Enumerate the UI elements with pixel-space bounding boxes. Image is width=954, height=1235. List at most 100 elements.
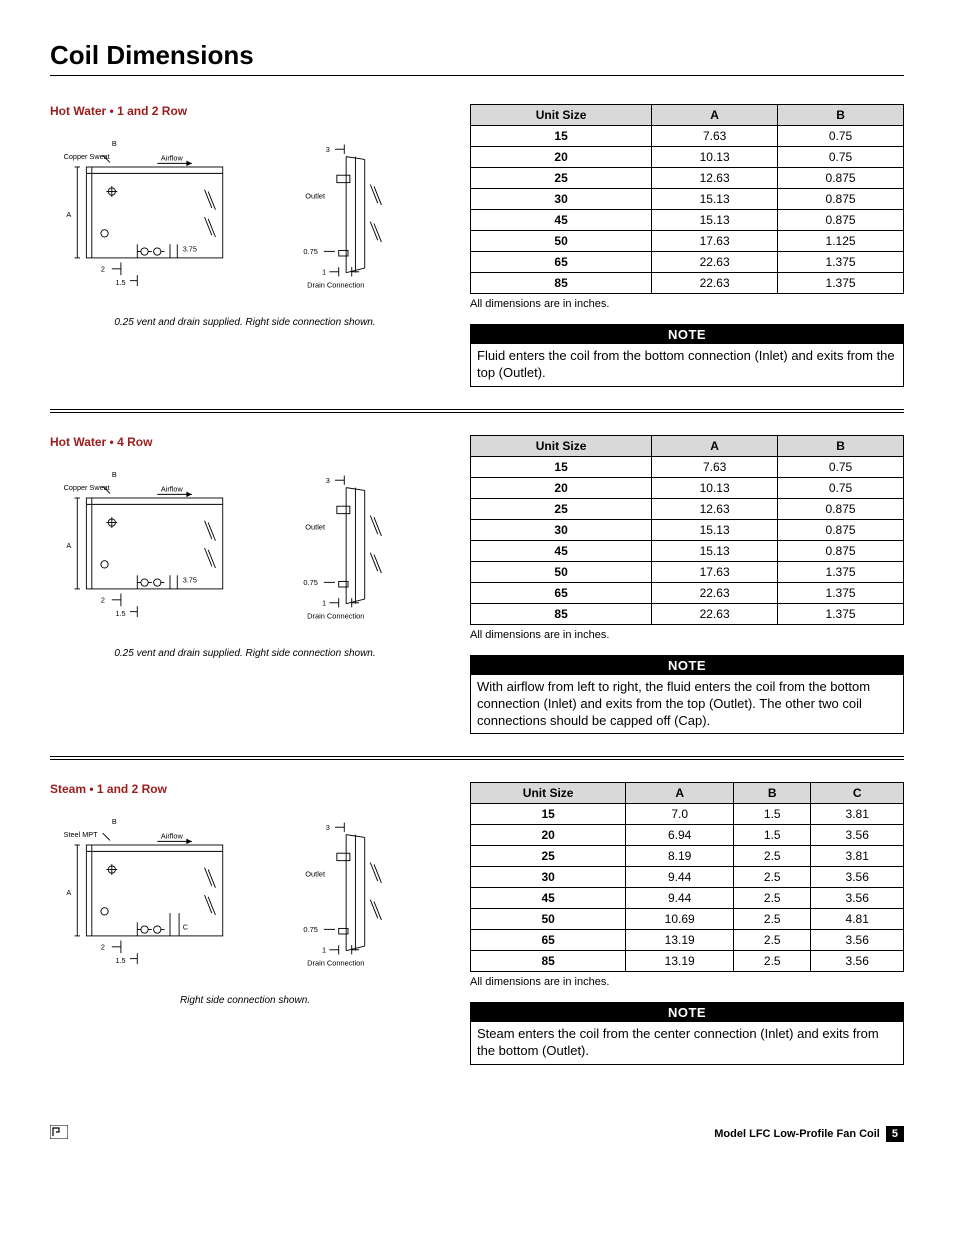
svg-text:3: 3 xyxy=(326,823,330,832)
svg-text:B: B xyxy=(112,139,117,148)
svg-text:3: 3 xyxy=(326,476,330,485)
svg-text:2: 2 xyxy=(101,943,105,952)
table-header: A xyxy=(652,105,778,126)
note-box: NOTE Steam enters the coil from the cent… xyxy=(470,1002,904,1065)
section-divider xyxy=(50,756,904,760)
table-row: 2010.130.75 xyxy=(471,147,904,168)
note-box: NOTE Fluid enters the coil from the bott… xyxy=(470,324,904,387)
table-row: 5017.631.375 xyxy=(471,561,904,582)
section-divider xyxy=(50,409,904,413)
table-row: 5010.692.54.81 xyxy=(471,909,904,930)
table-row: 157.630.75 xyxy=(471,126,904,147)
svg-text:3: 3 xyxy=(326,145,330,154)
table-row: 4515.130.875 xyxy=(471,210,904,231)
table-row: 2512.630.875 xyxy=(471,498,904,519)
coil-section: Hot Water • 4 Row B Copper Sweat Airflow… xyxy=(50,435,904,735)
note-box: NOTE With airflow from left to right, th… xyxy=(470,655,904,735)
left-diagram-svg: B Copper Sweat Airflow A 3.75 2 xyxy=(50,463,250,633)
table-row: 258.192.53.81 xyxy=(471,846,904,867)
table-row: 157.630.75 xyxy=(471,456,904,477)
table-row: 5017.631.125 xyxy=(471,231,904,252)
dimension-table: Unit SizeABC157.01.53.81206.941.53.56258… xyxy=(470,782,904,972)
table-header: B xyxy=(778,435,904,456)
table-header: C xyxy=(811,783,904,804)
table-header: B xyxy=(778,105,904,126)
table-row: 2010.130.75 xyxy=(471,477,904,498)
table-row: 3015.130.875 xyxy=(471,519,904,540)
svg-text:Airflow: Airflow xyxy=(161,832,184,841)
svg-text:A: A xyxy=(66,541,71,550)
svg-text:Steel MPT: Steel MPT xyxy=(64,830,98,839)
svg-text:B: B xyxy=(112,470,117,479)
diagram-row: B Steel MPT Airflow A C 2 xyxy=(50,810,440,985)
table-footnote: All dimensions are in inches. xyxy=(470,298,904,310)
dimension-table: Unit SizeAB157.630.752010.130.752512.630… xyxy=(470,104,904,294)
table-footnote: All dimensions are in inches. xyxy=(470,629,904,641)
right-diagram-svg: 3 Outlet 0.75 1 Drain Connection xyxy=(270,810,400,980)
svg-text:3.75: 3.75 xyxy=(183,245,197,254)
svg-text:0.75: 0.75 xyxy=(303,926,317,935)
svg-text:Airflow: Airflow xyxy=(161,484,184,493)
section-subhead: Hot Water • 1 and 2 Row xyxy=(50,104,440,118)
table-row: 459.442.53.56 xyxy=(471,888,904,909)
svg-text:1.5: 1.5 xyxy=(115,609,125,618)
svg-text:Drain Connection: Drain Connection xyxy=(307,611,364,620)
svg-text:1.5: 1.5 xyxy=(115,957,125,966)
svg-text:1.5: 1.5 xyxy=(115,278,125,287)
dimension-table: Unit SizeAB157.630.752010.130.752512.630… xyxy=(470,435,904,625)
section-subhead: Steam • 1 and 2 Row xyxy=(50,782,440,796)
footer-model: Model LFC Low-Profile Fan Coil5 xyxy=(714,1126,904,1142)
table-header: B xyxy=(734,783,811,804)
page-number: 5 xyxy=(886,1126,904,1142)
note-header: NOTE xyxy=(471,656,903,675)
left-diagram-svg: B Steel MPT Airflow A C 2 xyxy=(50,810,250,980)
table-row: 157.01.53.81 xyxy=(471,804,904,825)
svg-text:Drain Connection: Drain Connection xyxy=(307,959,364,968)
note-header: NOTE xyxy=(471,1003,903,1022)
table-row: 206.941.53.56 xyxy=(471,825,904,846)
diagram-caption: Right side connection shown. xyxy=(50,995,440,1006)
left-diagram-svg: B Copper Sweat Airflow A 3.75 2 xyxy=(50,132,250,302)
svg-text:Outlet: Outlet xyxy=(305,522,325,531)
table-row: 2512.630.875 xyxy=(471,168,904,189)
svg-text:C: C xyxy=(183,923,188,932)
table-row: 4515.130.875 xyxy=(471,540,904,561)
svg-text:0.75: 0.75 xyxy=(303,247,317,256)
table-row: 3015.130.875 xyxy=(471,189,904,210)
page-footer: Model LFC Low-Profile Fan Coil5 xyxy=(50,1125,904,1142)
diagram-caption: 0.25 vent and drain supplied. Right side… xyxy=(50,317,440,328)
diagram-row: B Copper Sweat Airflow A 3.75 2 xyxy=(50,132,440,307)
table-row: 6522.631.375 xyxy=(471,582,904,603)
table-header: A xyxy=(626,783,734,804)
coil-section: Steam • 1 and 2 Row B Steel MPT Airflow … xyxy=(50,782,904,1065)
page-title: Coil Dimensions xyxy=(50,40,904,76)
svg-text:B: B xyxy=(112,818,117,827)
table-row: 6522.631.375 xyxy=(471,252,904,273)
note-header: NOTE xyxy=(471,325,903,344)
svg-text:2: 2 xyxy=(101,595,105,604)
footer-logo xyxy=(50,1125,68,1142)
svg-text:1: 1 xyxy=(322,268,326,277)
svg-text:0.75: 0.75 xyxy=(303,578,317,587)
table-row: 8513.192.53.56 xyxy=(471,951,904,972)
svg-text:Outlet: Outlet xyxy=(305,191,325,200)
table-header: Unit Size xyxy=(471,105,652,126)
table-header: Unit Size xyxy=(471,783,626,804)
svg-text:Drain Connection: Drain Connection xyxy=(307,281,364,290)
svg-text:Airflow: Airflow xyxy=(161,154,184,163)
coil-section: Hot Water • 1 and 2 Row B Copper Sweat A… xyxy=(50,104,904,387)
svg-text:1: 1 xyxy=(322,946,326,955)
right-diagram-svg: 3 Outlet 0.75 1 Drain Connection xyxy=(270,463,400,633)
table-header: Unit Size xyxy=(471,435,652,456)
table-header: A xyxy=(652,435,778,456)
svg-text:Copper Sweat: Copper Sweat xyxy=(64,483,110,492)
section-subhead: Hot Water • 4 Row xyxy=(50,435,440,449)
table-row: 8522.631.375 xyxy=(471,603,904,624)
note-body: Fluid enters the coil from the bottom co… xyxy=(471,344,903,386)
table-row: 309.442.53.56 xyxy=(471,867,904,888)
note-body: Steam enters the coil from the center co… xyxy=(471,1022,903,1064)
svg-text:3.75: 3.75 xyxy=(183,575,197,584)
table-footnote: All dimensions are in inches. xyxy=(470,976,904,988)
svg-text:A: A xyxy=(66,210,71,219)
svg-text:2: 2 xyxy=(101,265,105,274)
